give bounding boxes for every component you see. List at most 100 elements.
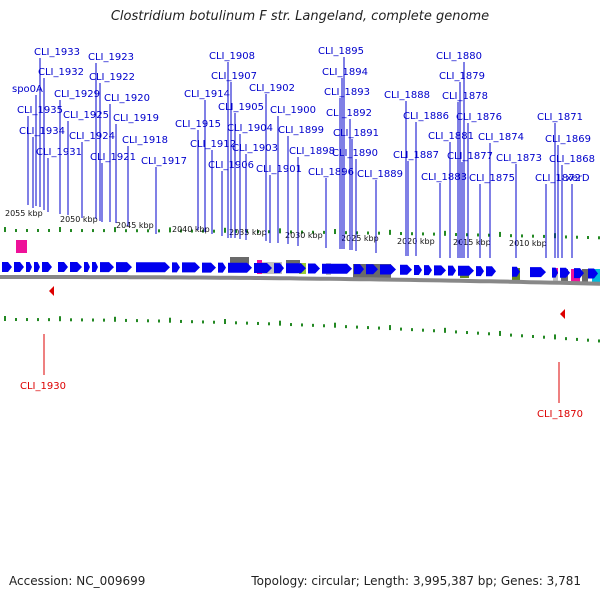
gene-arrow	[136, 262, 170, 273]
tick-mark	[26, 229, 28, 233]
tick-mark	[576, 235, 578, 239]
gene-arrow	[424, 265, 432, 276]
tick-mark	[246, 229, 248, 233]
gene-label: CLI_1914	[184, 89, 230, 100]
tick-mark	[598, 339, 600, 343]
tick-mark	[235, 321, 237, 325]
tick-mark	[345, 231, 347, 235]
tick-mark	[389, 229, 391, 235]
gene-label: CLI_1902	[249, 83, 295, 94]
gene-arrow	[100, 262, 114, 273]
gene-label: CLI_1933	[34, 47, 80, 58]
tick-mark	[422, 232, 424, 236]
gene-arrow	[34, 262, 40, 273]
gene-label: CLI_1880	[436, 51, 482, 62]
gene-arrow	[84, 262, 90, 273]
gene-arrow	[218, 262, 226, 273]
tick-mark	[587, 236, 589, 240]
tick-mark	[378, 326, 380, 330]
label-leader-lines	[27, 57, 573, 258]
tick-mark	[444, 327, 446, 333]
gene-label-layer: CLI_1933 CLI_1932 spo0A CLI_1935 CLI_1934 CLI…	[12, 46, 595, 184]
ruler-label: 2045 kbp	[116, 221, 154, 230]
tick-mark	[15, 229, 17, 233]
tick-mark	[510, 333, 512, 337]
highlight-label: CLI_1930	[20, 381, 66, 392]
tick-mark	[103, 318, 105, 322]
tick-mark	[356, 231, 358, 235]
tick-mark	[70, 229, 72, 233]
ruler-label: 2040 kbp	[172, 225, 210, 234]
tick-mark	[180, 229, 182, 233]
tick-mark	[81, 229, 83, 233]
tick-mark	[15, 318, 17, 322]
gene-arrow	[588, 268, 598, 279]
tick-mark	[103, 229, 105, 233]
tick-mark	[543, 335, 545, 339]
gene-label: CLI_1919	[113, 113, 159, 124]
tick-mark	[191, 320, 193, 324]
gene-arrow	[308, 263, 320, 274]
gene-label: CLI_1905	[218, 102, 264, 113]
gene-label: CLI_1932	[38, 67, 84, 78]
ruler-label: 2030 kbp	[285, 231, 323, 240]
tick-mark	[334, 322, 336, 328]
gene-arrow	[254, 262, 272, 273]
gene-arrow	[560, 267, 570, 278]
gene-label: CLI_1904	[227, 123, 273, 134]
tick-mark	[257, 230, 259, 234]
tick-mark	[312, 230, 314, 234]
gene-label: CLI_1906	[208, 160, 254, 171]
tick-mark	[521, 334, 523, 338]
tick-mark	[180, 319, 182, 323]
tick-mark	[202, 229, 204, 233]
gene-label: CLI_1899	[278, 125, 324, 136]
tick-mark	[598, 236, 600, 240]
tick-mark	[367, 231, 369, 235]
tick-mark	[367, 326, 369, 330]
gene-label: CLI_1869	[545, 134, 591, 145]
tick-mark	[411, 232, 413, 236]
tick-mark	[136, 319, 138, 323]
tick-mark	[279, 320, 281, 326]
ruler-label: 2035 kbp	[229, 228, 267, 237]
tick-mark	[312, 323, 314, 327]
tick-mark	[48, 229, 50, 233]
gene-arrow	[434, 265, 446, 276]
gene-arrow	[574, 268, 584, 279]
tick-mark	[532, 234, 534, 238]
tick-mark	[301, 323, 303, 327]
gene-label: CLI_1924	[69, 131, 115, 142]
tick-mark	[290, 323, 292, 327]
tick-mark	[26, 318, 28, 322]
tick-mark	[389, 325, 391, 331]
gene-arrow	[274, 263, 284, 274]
tick-mark	[499, 231, 501, 237]
gene-arrow	[354, 264, 364, 275]
tick-mark	[147, 319, 149, 323]
tick-mark	[114, 227, 116, 233]
gene-label: CLI_1877	[447, 151, 493, 162]
gene-label: CLI_1883	[421, 172, 467, 183]
tick-mark	[268, 322, 270, 326]
gene-label: CLI_1891	[333, 128, 379, 139]
tick-mark	[587, 338, 589, 342]
tick-mark	[147, 229, 149, 233]
gene-label: CLI_1873	[496, 153, 542, 164]
gene-label: CLI_1935	[17, 105, 63, 116]
tick-mark	[510, 234, 512, 238]
tick-mark	[444, 230, 446, 236]
upper-tick-track	[4, 227, 600, 240]
gene-label: CLI_1878	[442, 91, 488, 102]
gene-label: CLI_1917	[141, 156, 187, 167]
gene-label: CLI_1915	[175, 119, 221, 130]
gene-label: CLI_1923	[88, 52, 134, 63]
gene-label: CLI_1888	[384, 90, 430, 101]
tick-mark	[48, 318, 50, 322]
tick-mark	[345, 325, 347, 329]
tick-mark	[455, 233, 457, 237]
kbp-ruler: 2055 kbp 2050 kbp 2045 kbp 2040 kbp 2035 kbp…	[5, 209, 547, 248]
topology-summary: Topology: circular; Length: 3,995,387 bp…	[251, 574, 581, 588]
tick-mark	[466, 233, 468, 237]
gene-label: CLI_1921	[90, 152, 136, 163]
